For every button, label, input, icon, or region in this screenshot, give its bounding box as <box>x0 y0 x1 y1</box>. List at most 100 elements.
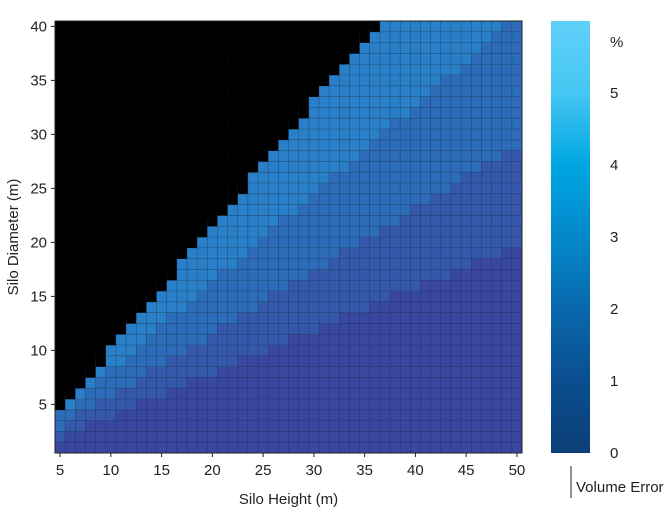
invalid-cell <box>105 118 117 130</box>
invalid-cell <box>126 107 137 119</box>
invalid-cell <box>55 258 66 270</box>
heatmap-cell <box>339 388 350 400</box>
invalid-cell <box>136 215 147 227</box>
heatmap-cell <box>410 420 421 432</box>
heatmap-cell <box>410 301 421 313</box>
heatmap-cell <box>308 247 320 259</box>
heatmap-cell <box>85 442 96 454</box>
invalid-cell <box>186 161 198 173</box>
heatmap-cell <box>471 150 482 162</box>
heatmap-cell <box>318 431 330 443</box>
heatmap-cell <box>227 280 239 292</box>
heatmap-cell <box>511 75 523 87</box>
heatmap-cell <box>237 420 249 432</box>
heatmap-cell <box>450 193 462 205</box>
invalid-cell <box>166 64 178 76</box>
heatmap-cell <box>359 75 371 87</box>
invalid-cell <box>75 301 86 313</box>
invalid-cell <box>258 139 269 151</box>
invalid-cell <box>288 21 299 33</box>
heatmap-cell <box>186 442 198 454</box>
heatmap-cell <box>491 183 502 195</box>
heatmap-cell <box>420 355 431 367</box>
heatmap-cell <box>176 258 188 270</box>
heatmap-cell <box>379 366 391 378</box>
heatmap-cell <box>359 183 371 195</box>
heatmap-cell <box>298 409 310 421</box>
invalid-cell <box>186 183 198 195</box>
invalid-cell <box>166 21 178 33</box>
heatmap-cell <box>471 420 482 432</box>
invalid-cell <box>197 64 208 76</box>
heatmap-cell <box>115 409 127 421</box>
invalid-cell <box>278 75 289 87</box>
invalid-cell <box>268 85 279 97</box>
heatmap-cell <box>85 377 96 389</box>
heatmap-cell <box>136 420 147 432</box>
invalid-cell <box>217 204 228 216</box>
invalid-cell <box>65 226 76 238</box>
heatmap-cell <box>349 409 360 421</box>
heatmap-cell <box>349 399 360 411</box>
invalid-cell <box>115 42 127 54</box>
heatmap-cell <box>288 150 299 162</box>
heatmap-cell <box>420 301 431 313</box>
heatmap-cell <box>298 431 310 443</box>
invalid-cell <box>115 118 127 130</box>
heatmap-cell <box>146 442 157 454</box>
invalid-cell <box>207 193 218 205</box>
invalid-cell <box>258 129 269 141</box>
invalid-cell <box>55 269 66 281</box>
invalid-cell <box>278 42 289 54</box>
invalid-cell <box>217 172 228 184</box>
heatmap-cell <box>440 291 452 303</box>
heatmap-cell <box>237 247 249 259</box>
heatmap-cell <box>369 247 381 259</box>
heatmap-cell <box>410 118 421 130</box>
invalid-cell <box>156 129 167 141</box>
heatmap-cell <box>390 183 401 195</box>
invalid-cell <box>227 107 239 119</box>
invalid-cell <box>105 237 117 249</box>
invalid-cell <box>176 204 188 216</box>
heatmap-cell <box>126 334 137 346</box>
heatmap-cell <box>379 204 391 216</box>
heatmap-cell <box>390 129 401 141</box>
heatmap-cell <box>450 312 462 324</box>
invalid-cell <box>95 345 107 357</box>
heatmap-cell <box>339 247 350 259</box>
heatmap-cell <box>511 431 523 443</box>
heatmap-cell <box>95 366 107 378</box>
heatmap-cell <box>217 388 228 400</box>
heatmap-cell <box>349 129 360 141</box>
heatmap-cell <box>318 118 330 130</box>
heatmap-cell <box>288 226 299 238</box>
heatmap-cell <box>379 345 391 357</box>
heatmap-cell <box>359 107 371 119</box>
heatmap-cell <box>339 377 350 389</box>
invalid-cell <box>166 31 178 43</box>
heatmap-cell <box>471 312 482 324</box>
heatmap-cell <box>247 345 259 357</box>
heatmap-cell <box>461 269 472 281</box>
heatmap-cell <box>217 334 228 346</box>
heatmap-cell <box>461 139 472 151</box>
heatmap-cell <box>471 345 482 357</box>
invalid-cell <box>258 64 269 76</box>
invalid-cell <box>105 75 117 87</box>
heatmap-cell <box>481 139 492 151</box>
heatmap-cell <box>258 388 269 400</box>
invalid-cell <box>105 172 117 184</box>
heatmap-cell <box>308 204 320 216</box>
heatmap-cell <box>359 237 371 249</box>
invalid-cell <box>95 247 107 259</box>
heatmap-cell <box>400 269 411 281</box>
invalid-cell <box>85 118 96 130</box>
heatmap-cell <box>390 377 401 389</box>
invalid-cell <box>298 31 310 43</box>
heatmap-cell <box>126 399 137 411</box>
heatmap-cell <box>258 161 269 173</box>
invalid-cell <box>146 118 157 130</box>
invalid-cell <box>65 345 76 357</box>
